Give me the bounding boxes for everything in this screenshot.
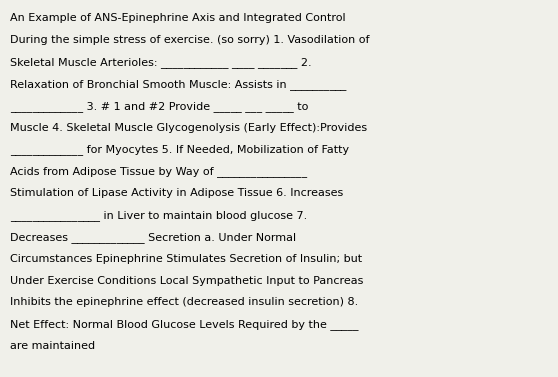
Text: During the simple stress of exercise. (so sorry) 1. Vasodilation of: During the simple stress of exercise. (s…: [10, 35, 369, 45]
Text: _____________ for Myocytes 5. If Needed, Mobilization of Fatty: _____________ for Myocytes 5. If Needed,…: [10, 144, 349, 155]
Text: Circumstances Epinephrine Stimulates Secretion of Insulin; but: Circumstances Epinephrine Stimulates Sec…: [10, 254, 362, 264]
Text: Stimulation of Lipase Activity in Adipose Tissue 6. Increases: Stimulation of Lipase Activity in Adipos…: [10, 188, 343, 198]
Text: An Example of ANS-Epinephrine Axis and Integrated Control: An Example of ANS-Epinephrine Axis and I…: [10, 13, 345, 23]
Text: Skeletal Muscle Arterioles: ____________ ____ _______ 2.: Skeletal Muscle Arterioles: ____________…: [10, 57, 312, 68]
Text: are maintained: are maintained: [10, 341, 95, 351]
Text: Under Exercise Conditions Local Sympathetic Input to Pancreas: Under Exercise Conditions Local Sympathe…: [10, 276, 363, 286]
Text: Inhibits the epinephrine effect (decreased insulin secretion) 8.: Inhibits the epinephrine effect (decreas…: [10, 297, 358, 308]
Text: Muscle 4. Skeletal Muscle Glycogenolysis (Early Effect):Provides: Muscle 4. Skeletal Muscle Glycogenolysis…: [10, 123, 367, 133]
Text: Decreases _____________ Secretion a. Under Normal: Decreases _____________ Secretion a. Und…: [10, 232, 296, 243]
Text: ________________ in Liver to maintain blood glucose 7.: ________________ in Liver to maintain bl…: [10, 210, 307, 221]
Text: Relaxation of Bronchial Smooth Muscle: Assists in __________: Relaxation of Bronchial Smooth Muscle: A…: [10, 79, 347, 90]
Text: Net Effect: Normal Blood Glucose Levels Required by the _____: Net Effect: Normal Blood Glucose Levels …: [10, 319, 359, 330]
Text: Acids from Adipose Tissue by Way of ________________: Acids from Adipose Tissue by Way of ____…: [10, 166, 307, 177]
Text: _____________ 3. # 1 and #2 Provide _____ ___ _____ to: _____________ 3. # 1 and #2 Provide ____…: [10, 101, 309, 112]
